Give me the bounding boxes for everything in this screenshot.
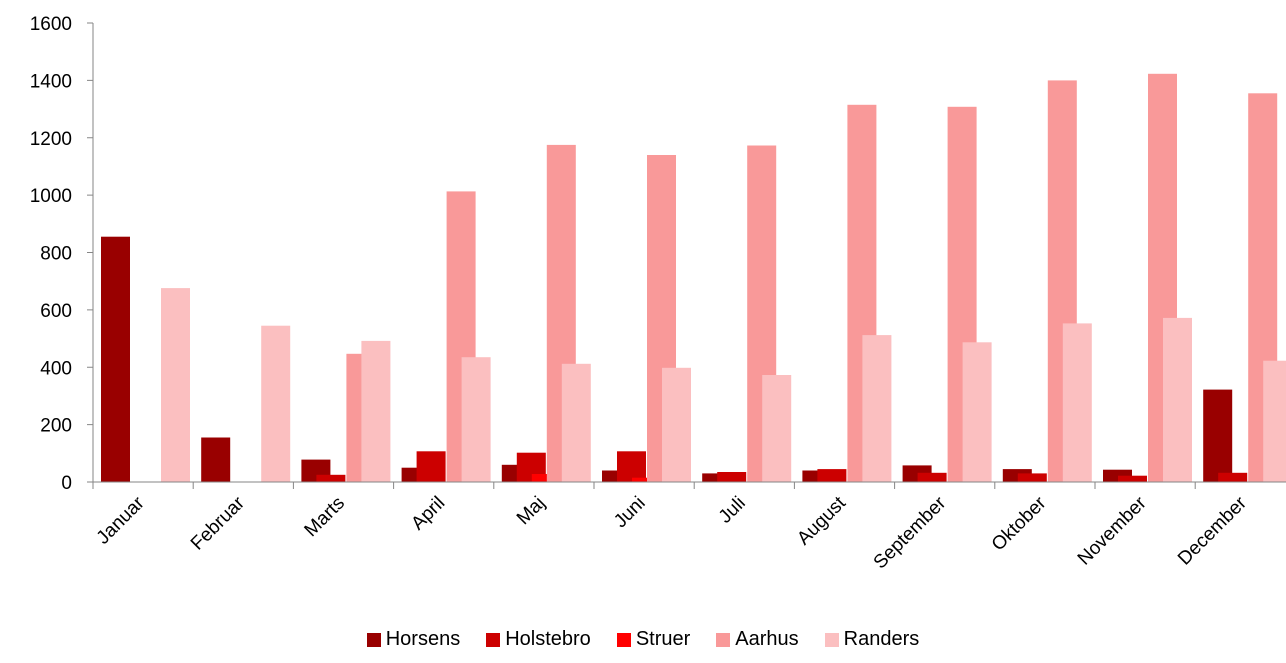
legend: Horsens Holstebro Struer Aarhus Randers xyxy=(0,628,1286,651)
x-tick-label: Juni xyxy=(610,493,649,532)
bar-holstebro-september xyxy=(917,472,947,482)
bar-randers-marts xyxy=(361,340,391,482)
bar-randers-april xyxy=(461,357,491,482)
y-tick-label: 200 xyxy=(40,416,72,437)
legend-swatch xyxy=(366,632,381,647)
bar-holstebro-november xyxy=(1118,475,1147,482)
bar-randers-juli xyxy=(762,375,792,482)
legend-swatch xyxy=(616,632,631,647)
legend-item-aarhus: Aarhus xyxy=(716,628,799,651)
bar-randers-september xyxy=(962,342,992,482)
x-tick-label: Marts xyxy=(301,493,349,541)
x-tick-label: April xyxy=(408,493,450,535)
bars-layer xyxy=(101,73,1286,483)
bar-holstebro-marts xyxy=(316,474,346,482)
bar-randers-december xyxy=(1263,360,1286,482)
y-tick-label: 600 xyxy=(40,301,72,322)
x-tick-label: December xyxy=(1174,492,1251,569)
bar-horsens-juni xyxy=(602,470,631,482)
bar-chart: 0 200 400 600 800 1000 1200 1400 1600 Januar Febru… xyxy=(30,14,1286,573)
x-tick-label: Oktober xyxy=(988,492,1051,555)
bar-horsens-august xyxy=(802,470,832,482)
x-tick-label: Maj xyxy=(513,493,550,530)
x-tick-label: September xyxy=(870,492,951,573)
legend-label: Aarhus xyxy=(735,628,799,650)
bar-holstebro-juli xyxy=(717,472,747,482)
bar-struer-maj xyxy=(531,474,561,482)
bar-horsens-februar xyxy=(201,437,231,482)
bar-holstebro-juni xyxy=(617,451,646,482)
legend-item-horsens: Horsens xyxy=(366,628,461,651)
bar-struer-juni xyxy=(632,477,661,482)
y-tick-label: 1600 xyxy=(30,14,72,35)
bar-randers-januar xyxy=(161,288,190,482)
y-tick-label: 400 xyxy=(40,358,72,379)
bar-randers-maj xyxy=(561,363,591,482)
legend-swatch xyxy=(486,632,501,647)
legend-label: Randers xyxy=(843,628,920,650)
legend-swatch xyxy=(824,632,839,647)
bar-horsens-juli xyxy=(702,473,732,482)
legend-item-holstebro: Holstebro xyxy=(486,628,591,651)
legend-item-struer: Struer xyxy=(616,628,691,651)
x-tick-label: Februar xyxy=(187,492,249,554)
bar-holstebro-december xyxy=(1218,472,1248,482)
y-tick-label: 800 xyxy=(40,244,72,265)
bar-randers-august xyxy=(862,335,892,482)
bar-horsens-december xyxy=(1203,389,1233,482)
legend-label: Struer xyxy=(635,628,691,650)
y-tick-label: 0 xyxy=(61,473,72,494)
y-tick-label: 1400 xyxy=(30,71,72,92)
bar-randers-februar xyxy=(261,325,291,482)
x-tick-label: August xyxy=(793,492,850,549)
bar-randers-juni xyxy=(662,367,691,482)
x-tick-label: November xyxy=(1074,492,1151,569)
y-tick-label: 1200 xyxy=(30,129,72,150)
y-tick-label: 1000 xyxy=(30,186,72,207)
legend-label: Horsens xyxy=(385,628,461,650)
legend-swatch xyxy=(716,632,731,647)
bar-randers-oktober xyxy=(1062,323,1092,482)
bar-holstebro-august xyxy=(817,469,847,482)
bar-holstebro-april xyxy=(416,451,446,482)
bar-randers-november xyxy=(1163,317,1192,482)
x-tick-label: Juli xyxy=(715,493,750,528)
x-tick-label: Januar xyxy=(93,492,149,548)
legend-label: Holstebro xyxy=(505,628,591,650)
legend-item-randers: Randers xyxy=(824,628,920,651)
bar-horsens-januar xyxy=(101,236,130,482)
bar-holstebro-oktober xyxy=(1017,473,1047,482)
